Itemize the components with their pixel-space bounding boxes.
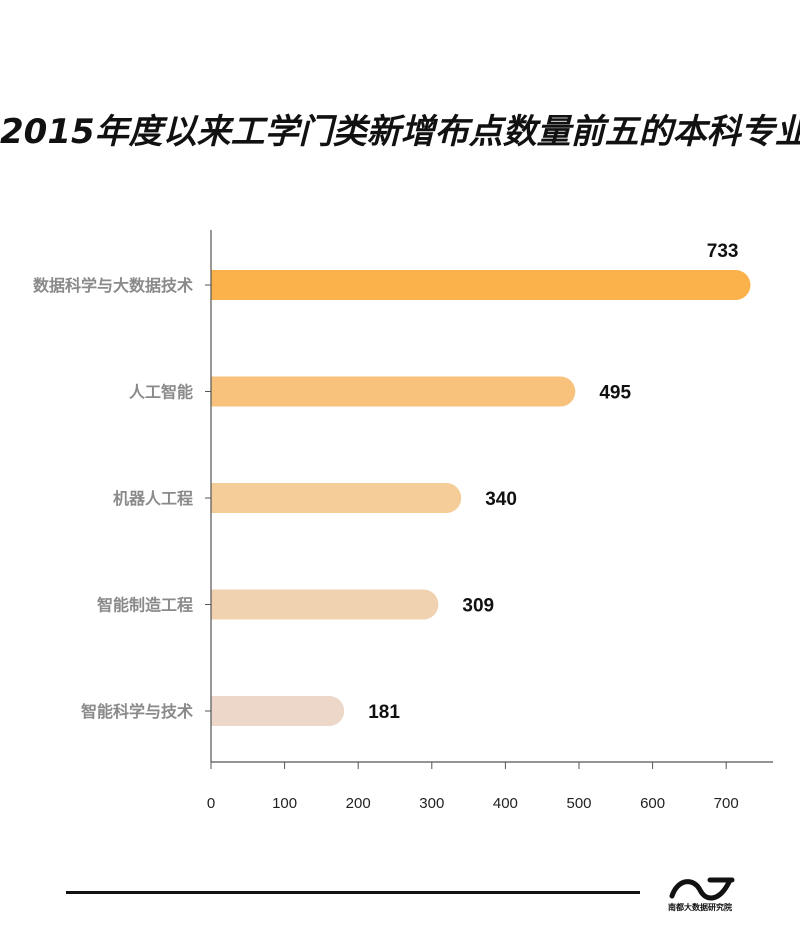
value-label: 495 bbox=[599, 383, 631, 404]
category-label: 人工智能 bbox=[129, 383, 193, 402]
bar bbox=[211, 483, 462, 513]
x-tick-label: 700 bbox=[714, 795, 739, 812]
bar bbox=[211, 376, 576, 407]
wave-logo-icon bbox=[669, 877, 735, 901]
value-label: 309 bbox=[462, 596, 494, 617]
category-label: 数据科学与大数据技术 bbox=[33, 276, 193, 295]
x-tick-label: 200 bbox=[346, 795, 371, 812]
footer-divider bbox=[66, 891, 640, 894]
category-label: 机器人工程 bbox=[113, 489, 193, 508]
x-tick-label: 0 bbox=[207, 795, 215, 812]
value-label: 340 bbox=[485, 489, 517, 510]
chart-title: 2015年度以来工学门类新增布点数量前五的本科专业 bbox=[0, 112, 800, 152]
x-tick-label: 100 bbox=[272, 795, 297, 812]
bar bbox=[211, 696, 345, 726]
value-label: 181 bbox=[368, 702, 400, 723]
x-tick-label: 400 bbox=[493, 795, 518, 812]
category-label: 智能制造工程 bbox=[97, 596, 193, 615]
x-tick-label: 500 bbox=[566, 795, 591, 812]
x-tick-label: 300 bbox=[419, 795, 444, 812]
x-tick-label: 600 bbox=[640, 795, 665, 812]
bar bbox=[211, 589, 439, 620]
value-label: 733 bbox=[707, 241, 739, 262]
category-label: 智能科学与技术 bbox=[81, 702, 193, 721]
logo-text: 南都大数据研究院 bbox=[668, 903, 732, 912]
bar bbox=[211, 270, 751, 300]
